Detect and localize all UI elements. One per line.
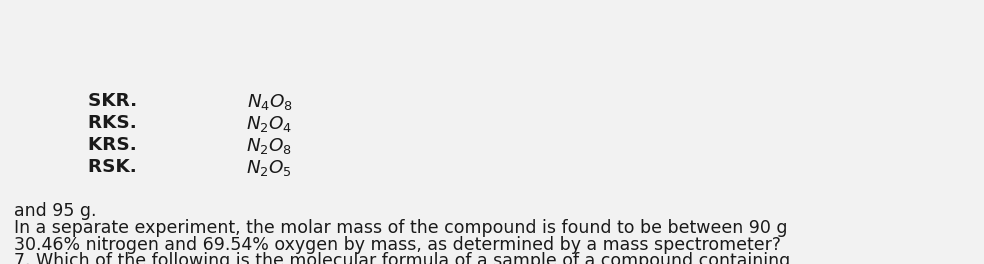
Text: RKS.: RKS.	[88, 114, 143, 132]
Text: KRS.: KRS.	[88, 136, 143, 154]
Text: 7. Which of the following is the molecular formula of a sample of a compound con: 7. Which of the following is the molecul…	[14, 252, 790, 264]
Text: SKR.: SKR.	[88, 92, 144, 110]
Text: In a separate experiment, the molar mass of the compound is found to be between : In a separate experiment, the molar mass…	[14, 219, 787, 237]
Text: $N_2O_4$: $N_2O_4$	[246, 114, 292, 134]
Text: RSK.: RSK.	[88, 158, 143, 176]
Text: $N_2O_5$: $N_2O_5$	[246, 158, 292, 178]
Text: and 95 g.: and 95 g.	[14, 202, 96, 220]
Text: $N_2O_8$: $N_2O_8$	[246, 136, 292, 156]
Text: 30.46% nitrogen and 69.54% oxygen by mass, as determined by a mass spectrometer?: 30.46% nitrogen and 69.54% oxygen by mas…	[14, 235, 781, 253]
Text: $N_4O_8$: $N_4O_8$	[247, 92, 293, 112]
